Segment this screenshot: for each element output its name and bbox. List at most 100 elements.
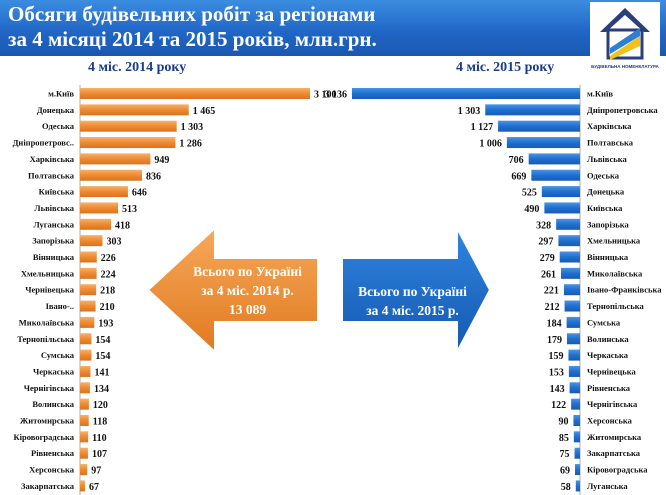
category-label-2015: Рівненська xyxy=(587,383,631,393)
bar-2015 xyxy=(544,202,580,214)
value-label-2014: 210 xyxy=(100,302,115,313)
category-label-2015: Чернігівська xyxy=(587,399,638,409)
right-chart-title: 4 міс. 2015 року xyxy=(456,60,555,75)
right-bar-chart: м.Київ 3 136 Дніпропетровська 1 303 Харківсь… xyxy=(325,85,662,495)
bar-2014 xyxy=(80,153,151,165)
value-label-2014: 193 xyxy=(98,318,113,329)
value-label-2015: 75 xyxy=(560,449,570,460)
category-label-2014: Львівська xyxy=(34,203,75,213)
value-label-2014: 226 xyxy=(101,253,116,264)
bar-2014 xyxy=(80,480,85,492)
summary-2014-total: 13 089 xyxy=(228,302,267,317)
bar-2014 xyxy=(80,186,128,198)
category-label-2015: Полтавська xyxy=(587,138,634,148)
value-label-2015: 179 xyxy=(547,335,562,346)
bar-2015 xyxy=(574,447,580,459)
bar-2014 xyxy=(80,333,92,345)
value-label-2015: 221 xyxy=(544,286,559,297)
bar-2014 xyxy=(80,398,89,410)
bar-2015 xyxy=(573,415,580,426)
category-label-2014: Житомирська xyxy=(20,416,75,426)
value-label-2015: 122 xyxy=(551,400,566,411)
category-label-2014: Харківська xyxy=(30,154,75,164)
value-label-2015: 69 xyxy=(560,466,570,477)
category-label-2014: Одеська xyxy=(42,121,75,131)
bar-2015 xyxy=(569,382,580,394)
category-label-2015: Харківська xyxy=(587,121,632,131)
category-label-2015: Луганська xyxy=(587,481,628,491)
category-label-2015: Івано-Франківська xyxy=(587,285,662,295)
category-label-2014: м.Київ xyxy=(48,89,74,99)
value-label-2014: 1 286 xyxy=(179,139,202,150)
bar-2015 xyxy=(352,88,580,99)
bar-2015 xyxy=(556,218,580,230)
bar-2015 xyxy=(506,137,580,149)
value-label-2015: 328 xyxy=(536,220,551,231)
summary-2015-line1: Всього по Україні xyxy=(358,284,467,299)
category-label-2015: Донецька xyxy=(587,187,625,197)
bar-2015 xyxy=(531,169,580,181)
value-label-2015: 1 006 xyxy=(479,139,502,150)
category-label-2014: Дніпропетровс.. xyxy=(13,138,74,148)
bar-2015 xyxy=(566,333,580,345)
category-label-2015: Дніпропетровська xyxy=(587,105,658,115)
summary-2015-line2: за 4 міс. 2015 р. xyxy=(366,303,459,318)
bar-2014 xyxy=(80,218,112,230)
bar-2014 xyxy=(80,300,96,312)
category-label-2015: Сумська xyxy=(587,317,621,327)
category-label-2015: Житомирська xyxy=(587,432,642,442)
bar-2014 xyxy=(80,431,89,443)
category-label-2014: Херсонська xyxy=(29,465,75,475)
category-label-2014: Кіровоградська xyxy=(14,432,75,442)
value-label-2014: 134 xyxy=(94,384,109,395)
bar-2015 xyxy=(541,186,580,198)
summary-2015: Всього по Україні за 4 міс. 2015 р. 11 8… xyxy=(345,282,480,339)
bar-2014 xyxy=(80,382,90,394)
category-label-2015: Черкаська xyxy=(587,350,629,360)
value-label-2014: 513 xyxy=(122,204,137,215)
bar-2015 xyxy=(575,480,580,492)
category-label-2015: Тернопільська xyxy=(587,301,645,311)
value-label-2014: 154 xyxy=(95,351,110,362)
category-label-2014: Хмельницька xyxy=(21,268,75,278)
value-label-2015: 669 xyxy=(511,171,526,182)
category-label-2015: Миколаївська xyxy=(587,268,643,278)
bar-2015 xyxy=(485,104,580,116)
value-label-2014: 3 100 xyxy=(314,90,337,101)
bar-2015 xyxy=(568,349,580,361)
bar-2014 xyxy=(80,251,97,263)
value-label-2015: 261 xyxy=(541,269,556,280)
value-label-2014: 110 xyxy=(92,433,106,444)
category-label-2015: Львівська xyxy=(587,154,628,164)
value-label-2014: 141 xyxy=(94,367,109,378)
value-label-2015: 706 xyxy=(509,155,524,166)
value-label-2015: 85 xyxy=(559,433,569,444)
bar-2015 xyxy=(498,120,580,132)
bar-2014 xyxy=(80,284,97,296)
category-label-2015: Хмельницька xyxy=(587,236,641,246)
category-label-2014: Чернігівська xyxy=(24,383,75,393)
category-label-2015: Закарпатська xyxy=(587,448,641,458)
bar-2015 xyxy=(574,464,580,476)
value-label-2015: 212 xyxy=(545,302,560,313)
bar-2014 xyxy=(80,104,189,116)
category-label-2014: Закарпатська xyxy=(21,481,75,491)
category-label-2014: Київська xyxy=(39,187,75,197)
orange-summary-arrow xyxy=(146,225,319,355)
category-label-2015: Одеська xyxy=(587,170,620,180)
page-title-line-1: Обсяги будівельних робіт за регіонами xyxy=(8,2,376,26)
category-label-2014: Тернопільська xyxy=(17,334,75,344)
value-label-2015: 279 xyxy=(540,253,555,264)
bar-2014 xyxy=(80,349,92,361)
category-label-2014: Чернівецька xyxy=(25,285,75,295)
summary-2014: Всього по Україні за 4 міс. 2014 р. 13 0… xyxy=(180,262,315,319)
category-label-2014: Запорізька xyxy=(32,236,75,246)
value-label-2014: 218 xyxy=(100,286,115,297)
value-label-2014: 1 465 xyxy=(193,106,216,117)
bar-2014 xyxy=(80,202,119,214)
bar-2014 xyxy=(80,267,97,279)
bar-2015 xyxy=(561,267,580,279)
value-label-2014: 120 xyxy=(93,400,108,411)
bar-2014 xyxy=(80,316,95,328)
